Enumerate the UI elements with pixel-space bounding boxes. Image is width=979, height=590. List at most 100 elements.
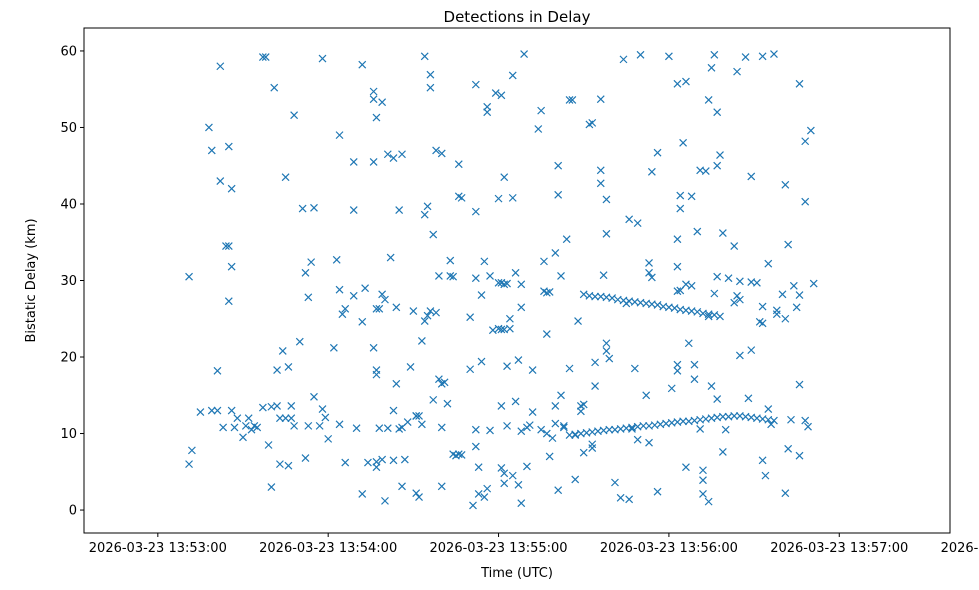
data-point bbox=[724, 274, 733, 283]
data-point bbox=[434, 271, 443, 280]
data-point bbox=[412, 489, 421, 498]
data-point bbox=[568, 95, 577, 104]
data-point bbox=[645, 258, 653, 267]
data-point bbox=[764, 405, 773, 413]
data-point bbox=[364, 458, 372, 467]
x-tick-label: 2026-03-23 13:57:00 bbox=[770, 541, 908, 556]
data-point bbox=[241, 421, 250, 430]
data-point bbox=[571, 475, 580, 484]
data-point bbox=[565, 95, 574, 104]
data-point bbox=[381, 496, 389, 505]
data-point bbox=[540, 257, 548, 266]
data-point bbox=[471, 425, 480, 434]
data-point bbox=[804, 422, 812, 431]
data-point bbox=[341, 304, 350, 313]
data-point bbox=[696, 425, 705, 433]
data-point bbox=[503, 362, 511, 371]
x-tick-label: 2026-03-23 13:55:00 bbox=[430, 541, 568, 556]
data-point bbox=[417, 420, 426, 429]
data-point bbox=[432, 146, 441, 155]
data-point bbox=[398, 150, 406, 159]
data-point bbox=[795, 291, 804, 299]
data-point bbox=[784, 240, 793, 249]
data-point bbox=[335, 420, 344, 429]
data-point bbox=[557, 271, 565, 280]
data-point bbox=[642, 391, 651, 400]
data-point bbox=[349, 206, 358, 215]
y-tick-label: 60 bbox=[60, 44, 77, 59]
data-point bbox=[528, 408, 537, 417]
data-point bbox=[559, 421, 568, 430]
data-point bbox=[645, 438, 653, 447]
data-point bbox=[687, 281, 696, 290]
data-point bbox=[383, 424, 392, 433]
data-point bbox=[517, 427, 526, 436]
data-point bbox=[542, 288, 551, 297]
y-axis-label: Bistatic Delay (km) bbox=[24, 218, 39, 342]
data-point bbox=[542, 330, 551, 338]
data-point bbox=[275, 414, 284, 423]
data-point bbox=[494, 194, 503, 203]
data-point bbox=[574, 317, 582, 325]
data-point bbox=[673, 262, 682, 271]
data-point bbox=[602, 346, 611, 355]
data-point bbox=[545, 288, 554, 296]
data-point bbox=[625, 215, 634, 224]
data-point bbox=[602, 339, 611, 348]
data-point bbox=[682, 77, 690, 86]
data-point bbox=[477, 291, 486, 299]
data-point bbox=[679, 138, 688, 147]
data-point bbox=[429, 230, 438, 239]
data-point bbox=[446, 271, 455, 280]
data-point bbox=[801, 197, 810, 206]
data-point bbox=[653, 487, 662, 496]
data-point bbox=[227, 184, 236, 193]
data-point bbox=[213, 406, 222, 415]
data-point bbox=[275, 460, 284, 469]
data-point bbox=[718, 229, 727, 237]
data-point bbox=[758, 319, 767, 328]
data-point bbox=[687, 192, 696, 201]
data-point bbox=[187, 446, 196, 455]
data-point bbox=[591, 292, 600, 301]
data-point bbox=[239, 433, 247, 442]
data-point bbox=[699, 476, 707, 485]
data-point bbox=[781, 180, 790, 189]
data-point bbox=[758, 52, 767, 61]
chart-title: Detections in Delay bbox=[444, 8, 591, 26]
data-point bbox=[224, 142, 233, 151]
x-tick-label: 2026-03-23 13:58:00 bbox=[941, 541, 979, 556]
data-point bbox=[500, 173, 509, 182]
data-point bbox=[551, 249, 560, 257]
data-point bbox=[264, 441, 273, 449]
data-point bbox=[579, 400, 588, 409]
data-point bbox=[554, 190, 563, 199]
data-point bbox=[216, 177, 225, 185]
data-point bbox=[557, 391, 565, 400]
data-point bbox=[633, 435, 642, 444]
data-point bbox=[639, 421, 648, 430]
data-point bbox=[295, 337, 304, 346]
data-point bbox=[721, 425, 730, 434]
data-point bbox=[281, 414, 290, 423]
data-point bbox=[511, 397, 520, 406]
data-point bbox=[284, 363, 293, 371]
data-point bbox=[713, 395, 722, 404]
data-point bbox=[224, 297, 233, 306]
data-point bbox=[500, 479, 509, 488]
data-point bbox=[185, 272, 193, 281]
data-point bbox=[525, 421, 534, 430]
data-point bbox=[457, 193, 466, 202]
data-point bbox=[318, 54, 327, 63]
data-point bbox=[449, 272, 458, 281]
data-point bbox=[437, 423, 446, 432]
data-point bbox=[716, 312, 724, 321]
data-point bbox=[809, 279, 818, 288]
data-point bbox=[423, 202, 432, 211]
data-point bbox=[338, 310, 347, 319]
data-point bbox=[710, 289, 719, 298]
data-point bbox=[258, 53, 267, 62]
data-point bbox=[784, 444, 793, 453]
data-point bbox=[795, 451, 804, 460]
data-point bbox=[369, 95, 378, 104]
